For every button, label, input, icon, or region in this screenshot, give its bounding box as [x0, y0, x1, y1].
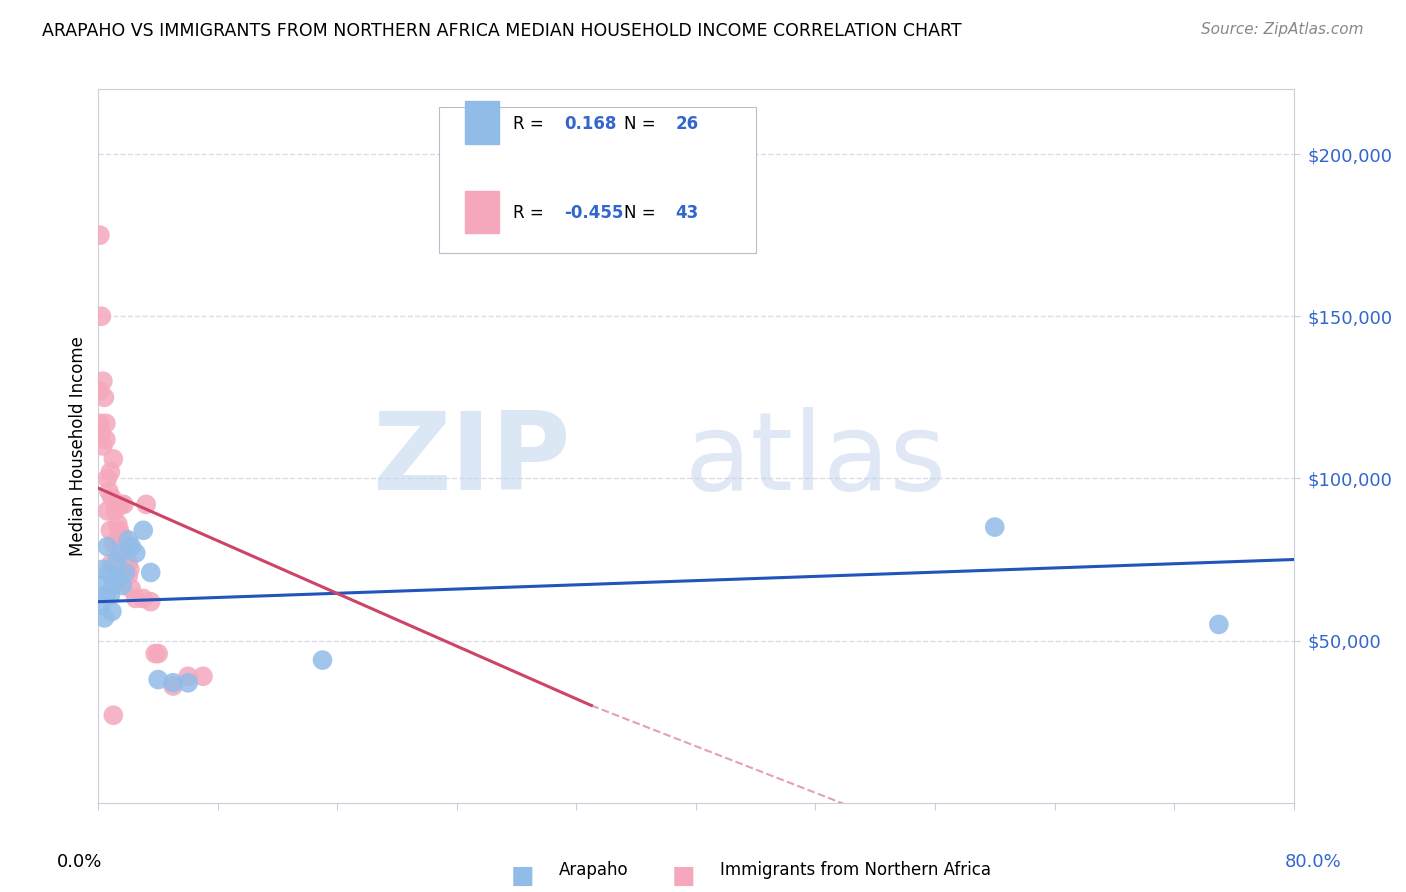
Text: ARAPAHO VS IMMIGRANTS FROM NORTHERN AFRICA MEDIAN HOUSEHOLD INCOME CORRELATION C: ARAPAHO VS IMMIGRANTS FROM NORTHERN AFRI… [42, 22, 962, 40]
Point [132, 591, 155, 606]
Text: atlas: atlas [685, 408, 946, 513]
Text: Immigrants from Northern Africa: Immigrants from Northern Africa [720, 862, 991, 880]
Point [162, 675, 184, 690]
Point [96, 504, 118, 518]
Point [98, 524, 122, 538]
Point [89, 228, 111, 243]
Text: ■: ■ [672, 863, 696, 888]
Point [104, 504, 127, 518]
Point [120, 582, 142, 596]
Point [117, 533, 139, 547]
Text: R =: R = [513, 115, 544, 133]
Point [125, 546, 148, 560]
Point [118, 562, 141, 576]
Text: R =: R = [513, 204, 544, 222]
Point [91, 562, 114, 576]
Point [110, 497, 132, 511]
Text: -0.455: -0.455 [565, 204, 624, 222]
Point [103, 536, 125, 550]
Point [120, 540, 142, 554]
Text: 43: 43 [676, 204, 699, 222]
Point [89, 578, 111, 592]
Point [112, 497, 135, 511]
Bar [465, 191, 499, 234]
Text: ■: ■ [510, 863, 534, 888]
Point [177, 669, 200, 683]
Point [94, 588, 117, 602]
Point [117, 556, 139, 570]
Point [139, 566, 162, 580]
Text: Source: ZipAtlas.com: Source: ZipAtlas.com [1201, 22, 1364, 37]
Point [148, 647, 170, 661]
Point [983, 520, 1005, 534]
Text: 80.0%: 80.0% [1285, 853, 1341, 871]
Text: 26: 26 [676, 115, 699, 133]
Point [96, 471, 118, 485]
Point [148, 673, 170, 687]
Point [96, 540, 118, 554]
Point [139, 595, 162, 609]
Point [103, 708, 125, 723]
Point [101, 556, 124, 570]
Point [107, 516, 129, 531]
Point [101, 604, 124, 618]
FancyBboxPatch shape [439, 107, 756, 253]
Point [93, 611, 115, 625]
Point [311, 653, 333, 667]
Text: ZIP: ZIP [373, 408, 571, 513]
Point [162, 679, 184, 693]
Text: N =: N = [624, 115, 655, 133]
Point [110, 536, 132, 550]
Point [111, 578, 134, 592]
Text: N =: N = [624, 204, 655, 222]
Point [103, 452, 125, 467]
Point [110, 546, 132, 560]
Point [94, 433, 117, 447]
Point [143, 647, 166, 661]
Point [1208, 617, 1230, 632]
Point [90, 310, 112, 324]
Bar [465, 102, 499, 145]
Point [91, 439, 114, 453]
Point [101, 491, 124, 505]
Point [177, 675, 200, 690]
Point [103, 578, 125, 592]
Point [114, 566, 136, 580]
Point [107, 572, 129, 586]
Point [89, 417, 111, 431]
Point [98, 588, 122, 602]
Point [115, 559, 138, 574]
Text: 0.168: 0.168 [565, 115, 617, 133]
Point [125, 591, 148, 606]
Text: 0.0%: 0.0% [56, 853, 103, 871]
Point [191, 669, 214, 683]
Point [97, 566, 120, 580]
Y-axis label: Median Household Income: Median Household Income [69, 336, 87, 556]
Text: Arapaho: Arapaho [558, 862, 628, 880]
Point [93, 390, 115, 404]
Point [108, 524, 131, 538]
Point [114, 549, 136, 564]
Point [105, 556, 128, 570]
Point [89, 384, 111, 398]
Point [91, 374, 114, 388]
Point [90, 425, 112, 440]
Point [135, 497, 157, 511]
Point [98, 465, 122, 479]
Point [94, 417, 117, 431]
Point [97, 484, 120, 499]
Point [90, 598, 112, 612]
Point [105, 497, 128, 511]
Point [132, 524, 155, 538]
Point [111, 530, 134, 544]
Point [117, 568, 139, 582]
